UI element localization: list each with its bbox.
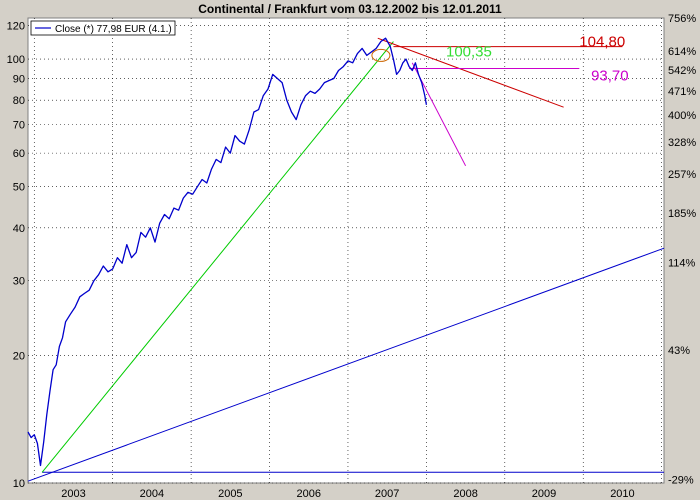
y-tick-label-right: 328% <box>668 137 696 149</box>
x-tick-label: 2008 <box>453 488 477 500</box>
y-tick-label-right: 257% <box>668 169 696 181</box>
y-tick-label-left: 60 <box>13 148 25 160</box>
y-tick-label-right: 542% <box>668 65 696 77</box>
trendlines <box>27 37 665 482</box>
grid <box>28 18 664 484</box>
y-tick-label-left: 70 <box>13 120 25 132</box>
annotation-label: 100,35 <box>446 43 492 60</box>
x-tick-label: 2006 <box>297 488 321 500</box>
y-tick-label-right: 756% <box>668 13 696 25</box>
y-tick-label-right: 43% <box>668 345 690 357</box>
y-tick-label-right: 471% <box>668 86 696 98</box>
y-tick-label-left: 40 <box>13 223 25 235</box>
y-tick-label-left: 90 <box>13 73 25 85</box>
y-tick-label-left: 120 <box>7 21 25 33</box>
x-tick-label: 2007 <box>375 488 399 500</box>
y-tick-label-left: 50 <box>13 182 25 194</box>
y-tick-label-left: 10 <box>13 478 25 490</box>
x-tick-label: 2009 <box>532 488 556 500</box>
trendline-green-uptrend <box>41 41 394 473</box>
trendline-lower-support <box>27 247 665 482</box>
y-tick-label-right: 400% <box>668 110 696 122</box>
annotation-label: 93,70 <box>591 68 629 85</box>
x-axis: 2003 2004 2005 2006 2007 2008 2009 2010 <box>61 488 634 500</box>
x-tick-label: 2003 <box>61 488 85 500</box>
x-tick-label: 2010 <box>610 488 634 500</box>
plot-area <box>27 17 665 484</box>
legend-label: Close (*) 77,98 EUR (4.1.) <box>55 24 172 35</box>
x-tick-label: 2005 <box>218 488 242 500</box>
y-tick-label-left: 100 <box>7 54 25 66</box>
trendline-red-downtrend <box>377 37 564 108</box>
y-tick-label-right: -29% <box>668 474 694 486</box>
y-tick-label-left: 20 <box>13 350 25 362</box>
y-tick-label-left: 80 <box>13 95 25 107</box>
y-tick-label-left: 30 <box>13 276 25 288</box>
y-tick-label-right: 185% <box>668 208 696 220</box>
annotations: 104,80 100,35 93,70 <box>446 34 629 85</box>
annotation-label: 104,80 <box>579 34 625 51</box>
y-axis-left: 10 20 30 40 50 60 70 80 90 100 120 <box>7 21 25 490</box>
chart-title: Continental / Frankfurt vom 03.12.2002 b… <box>198 2 502 16</box>
series-layer <box>27 37 428 467</box>
x-tick-label: 2004 <box>140 488 164 500</box>
y-tick-label-right: 614% <box>668 46 696 58</box>
y-axis-right: 756% 614% 542% 471% 400% 328% 257% 185% 114% 43% -… <box>668 13 696 486</box>
legend: Close (*) 77,98 EUR (4.1.) <box>30 20 176 36</box>
legend-box <box>30 20 176 36</box>
peak-marker-circle <box>371 48 391 62</box>
y-tick-label-right: 114% <box>668 258 696 270</box>
series-line <box>27 37 428 467</box>
